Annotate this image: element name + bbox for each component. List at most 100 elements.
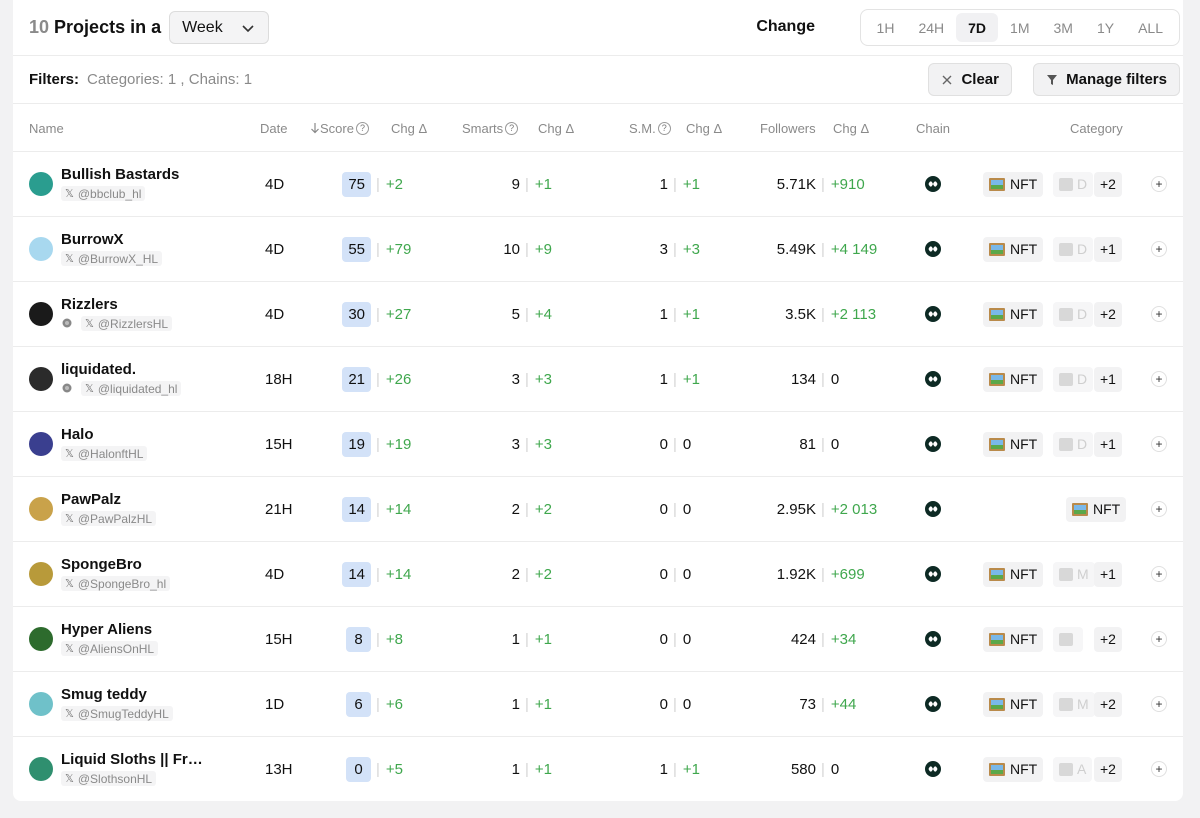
more-categories-badge[interactable]: +2 bbox=[1094, 737, 1122, 801]
col-followers[interactable]: Followers bbox=[760, 120, 816, 136]
x-handle[interactable]: 𝕏 @SmugTeddyHL bbox=[61, 706, 173, 721]
x-handle[interactable]: 𝕏 @RizzlersHL bbox=[81, 316, 173, 331]
more-categories-badge[interactable]: +2 bbox=[1094, 282, 1122, 346]
more-categories-badge[interactable]: +1 bbox=[1094, 412, 1122, 476]
category-badge-secondary[interactable]: D bbox=[1053, 217, 1094, 281]
col-category[interactable]: Category bbox=[1070, 120, 1123, 136]
x-handle[interactable]: 𝕏 @BurrowX_HL bbox=[61, 251, 163, 266]
table-row[interactable]: Liquid Sloths || Free... 𝕏 @SlothsonHL 13… bbox=[13, 737, 1183, 802]
more-categories-badge[interactable]: +1 bbox=[1094, 217, 1122, 281]
category-badge-secondary[interactable]: D bbox=[1053, 282, 1094, 346]
table-row[interactable]: BurrowX 𝕏 @BurrowX_HL 4D 55 | +79 10 | +9 3… bbox=[13, 217, 1183, 282]
hyperliquid-icon[interactable] bbox=[925, 176, 941, 192]
table-row[interactable]: Smug teddy 𝕏 @SmugTeddyHL 1D 6 | +6 1 | +1 … bbox=[13, 672, 1183, 737]
project-name[interactable]: BurrowX bbox=[61, 231, 124, 248]
avatar[interactable] bbox=[29, 367, 53, 391]
category-badge-secondary[interactable]: A bbox=[1053, 737, 1093, 801]
add-icon[interactable]: + bbox=[1151, 436, 1167, 452]
category-badge-secondary[interactable]: M bbox=[1053, 672, 1095, 736]
add-icon[interactable]: + bbox=[1151, 696, 1167, 712]
col-chain[interactable]: Chain bbox=[916, 120, 950, 136]
timeframe-3m[interactable]: 3M bbox=[1053, 19, 1073, 36]
col-sm[interactable]: S.M.? bbox=[629, 104, 671, 152]
category-badge-primary[interactable]: NFT bbox=[983, 607, 1044, 671]
avatar[interactable] bbox=[29, 302, 53, 326]
help-icon[interactable]: ? bbox=[657, 121, 671, 135]
avatar[interactable] bbox=[29, 497, 53, 521]
x-handle[interactable]: 𝕏 @SpongeBro_hl bbox=[61, 576, 171, 591]
col-followers-chg[interactable]: Chg Δ bbox=[833, 104, 869, 152]
help-icon[interactable]: ? bbox=[355, 121, 369, 135]
x-handle[interactable]: 𝕏 @AliensOnHL bbox=[61, 641, 159, 656]
category-badge-primary[interactable]: NFT bbox=[983, 737, 1044, 801]
hyperliquid-icon[interactable] bbox=[925, 436, 941, 452]
avatar[interactable] bbox=[29, 757, 53, 781]
project-name[interactable]: Hyper Aliens bbox=[61, 621, 153, 638]
timeframe-1m[interactable]: 1M bbox=[1010, 19, 1030, 36]
project-name[interactable]: liquidated. bbox=[61, 361, 136, 378]
timeframe-1h[interactable]: 1H bbox=[876, 19, 895, 36]
col-score[interactable]: Score? bbox=[310, 104, 369, 152]
more-categories-badge[interactable]: +2 bbox=[1094, 152, 1122, 216]
project-name[interactable]: Liquid Sloths || Free... bbox=[61, 751, 211, 768]
timeframe-all[interactable]: ALL bbox=[1138, 19, 1163, 36]
add-icon[interactable]: + bbox=[1151, 241, 1167, 257]
hyperliquid-icon[interactable] bbox=[925, 631, 941, 647]
col-name[interactable]: Name bbox=[29, 120, 64, 136]
more-categories-badge[interactable]: +2 bbox=[1094, 672, 1122, 736]
table-row[interactable]: Rizzlers 𝕏 @RizzlersHL 4D 30 | +27 5 | +4 1… bbox=[13, 282, 1183, 347]
category-badge-primary[interactable]: NFT bbox=[983, 347, 1044, 411]
col-smarts-chg[interactable]: Chg Δ bbox=[538, 104, 574, 152]
category-badge-primary[interactable]: NFT bbox=[983, 542, 1044, 606]
hyperliquid-icon[interactable] bbox=[925, 241, 941, 257]
table-row[interactable]: PawPalz 𝕏 @PawPalzHL 21H 14 | +14 2 | +2 0 … bbox=[13, 477, 1183, 542]
x-handle[interactable]: 𝕏 @liquidated_hl bbox=[81, 381, 182, 396]
table-row[interactable]: SpongeBro 𝕏 @SpongeBro_hl 4D 14 | +14 2 | +… bbox=[13, 542, 1183, 607]
category-badge-primary[interactable]: NFT bbox=[1066, 477, 1127, 541]
add-icon[interactable]: + bbox=[1151, 566, 1167, 582]
project-name[interactable]: Halo bbox=[61, 426, 94, 443]
col-score-chg[interactable]: Chg Δ bbox=[391, 104, 427, 152]
hyperliquid-icon[interactable] bbox=[925, 566, 941, 582]
add-icon[interactable]: + bbox=[1151, 371, 1167, 387]
x-handle[interactable]: 𝕏 @PawPalzHL bbox=[61, 511, 157, 526]
x-handle[interactable]: 𝕏 @bbclub_hl bbox=[61, 186, 146, 201]
avatar[interactable] bbox=[29, 172, 53, 196]
project-name[interactable]: PawPalz bbox=[61, 491, 122, 508]
avatar[interactable] bbox=[29, 237, 53, 261]
category-badge-primary[interactable]: NFT bbox=[983, 152, 1044, 216]
category-badge-primary[interactable]: NFT bbox=[983, 412, 1044, 476]
col-sm-chg[interactable]: Chg Δ bbox=[686, 104, 722, 152]
category-badge-secondary[interactable]: D bbox=[1053, 412, 1094, 476]
table-row[interactable]: Hyper Aliens 𝕏 @AliensOnHL 15H 8 | +8 1 | +… bbox=[13, 607, 1183, 672]
hyperliquid-icon[interactable] bbox=[925, 306, 941, 322]
help-icon[interactable]: ? bbox=[505, 121, 519, 135]
add-icon[interactable]: + bbox=[1151, 761, 1167, 777]
category-badge-secondary[interactable]: D bbox=[1053, 152, 1094, 216]
table-row[interactable]: Bullish Bastards 𝕏 @bbclub_hl 4D 75 | +2 9… bbox=[13, 152, 1183, 217]
category-badge-primary[interactable]: NFT bbox=[983, 672, 1044, 736]
more-categories-badge[interactable]: +1 bbox=[1094, 542, 1122, 606]
col-date[interactable]: Date bbox=[260, 120, 288, 136]
more-categories-badge[interactable]: +2 bbox=[1094, 607, 1122, 671]
more-categories-badge[interactable]: +1 bbox=[1094, 347, 1122, 411]
project-name[interactable]: Rizzlers bbox=[61, 296, 118, 313]
globe-icon[interactable] bbox=[61, 382, 73, 394]
table-row[interactable]: liquidated. 𝕏 @liquidated_hl 18H 21 | +26 … bbox=[13, 347, 1183, 412]
col-smarts[interactable]: Smarts? bbox=[462, 104, 519, 152]
timeframe-1y[interactable]: 1Y bbox=[1096, 19, 1115, 36]
category-badge-primary[interactable]: NFT bbox=[983, 217, 1044, 281]
project-name[interactable]: Bullish Bastards bbox=[61, 166, 180, 183]
clear-filters-button[interactable]: Clear bbox=[928, 63, 1012, 96]
category-badge-primary[interactable]: NFT bbox=[983, 282, 1044, 346]
period-select[interactable]: Week bbox=[169, 11, 270, 44]
category-badge-secondary[interactable]: D bbox=[1053, 347, 1094, 411]
avatar[interactable] bbox=[29, 627, 53, 651]
globe-icon[interactable] bbox=[61, 317, 73, 329]
x-handle[interactable]: 𝕏 @HalonftHL bbox=[61, 446, 148, 461]
x-handle[interactable]: 𝕏 @SlothsonHL bbox=[61, 771, 157, 786]
hyperliquid-icon[interactable] bbox=[925, 501, 941, 517]
project-name[interactable]: Smug teddy bbox=[61, 686, 147, 703]
add-icon[interactable]: + bbox=[1151, 176, 1167, 192]
hyperliquid-icon[interactable] bbox=[925, 761, 941, 777]
